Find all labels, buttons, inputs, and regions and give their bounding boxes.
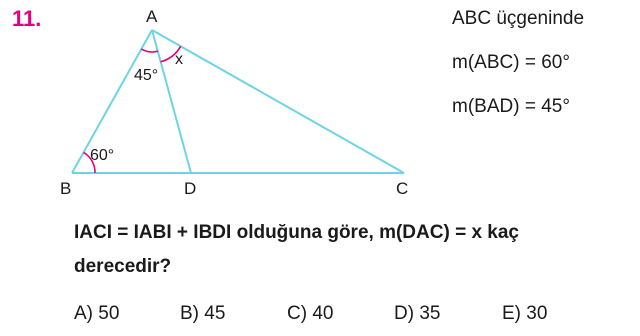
given-triangle: ABC üçgeninde	[452, 8, 585, 29]
angle-arc-bad	[140, 48, 159, 53]
angle-dac-label: x	[175, 51, 183, 68]
given-angle-bad: m(BAD) = 45°	[452, 96, 570, 117]
vertex-b-label: B	[60, 179, 71, 198]
given-angle-abc: m(ABC) = 60°	[452, 52, 570, 73]
vertex-d-label: D	[184, 179, 196, 198]
angle-arc-dac	[160, 45, 182, 63]
question-prompt-line1: IACI = IABI + IBDI olduğuna göre, m(DAC)…	[74, 222, 519, 243]
question-number: 11.	[12, 6, 42, 31]
question-prompt-line2: derecedir?	[74, 256, 172, 277]
segment-ad	[151, 29, 192, 174]
option-d[interactable]: D) 35	[394, 303, 441, 324]
vertex-a-label: A	[146, 7, 158, 26]
side-ab	[71, 29, 153, 174]
angle-bad-label: 45°	[134, 67, 158, 84]
option-a[interactable]: A) 50	[74, 303, 120, 324]
option-e[interactable]: E) 30	[502, 303, 548, 324]
option-b[interactable]: B) 45	[180, 303, 226, 324]
vertex-c-label: C	[396, 179, 408, 198]
angle-arc-abc	[83, 151, 96, 174]
side-ac	[151, 29, 405, 174]
triangle-figure: A B D C 45° x 60°	[60, 7, 408, 198]
angle-abc-label: 60°	[90, 147, 114, 164]
option-c[interactable]: C) 40	[287, 303, 334, 324]
